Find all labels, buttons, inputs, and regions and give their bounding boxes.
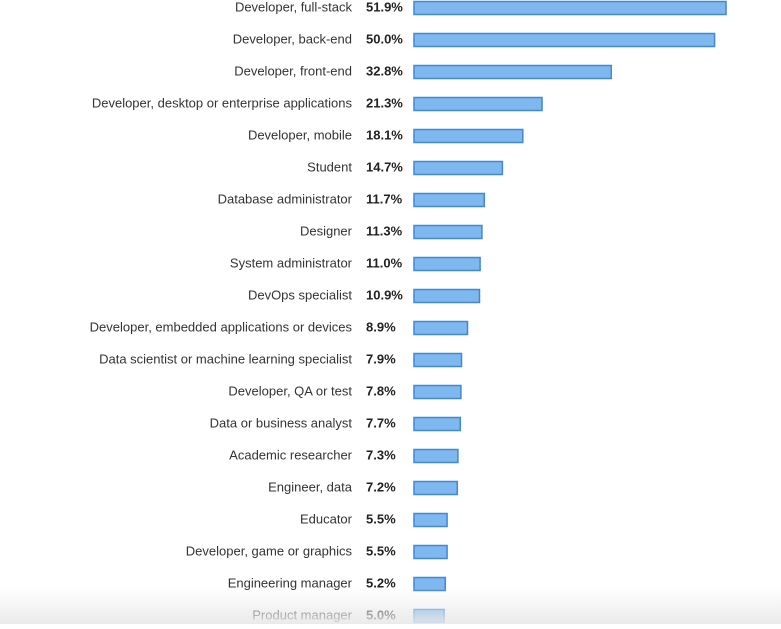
value-label: 8.9%	[366, 319, 396, 334]
category-label: Developer, mobile	[248, 127, 352, 142]
value-label: 7.9%	[366, 351, 396, 366]
value-label: 5.5%	[366, 543, 396, 558]
bar	[413, 480, 459, 496]
bar	[413, 576, 447, 592]
bar	[413, 544, 448, 560]
value-label: 18.1%	[366, 127, 403, 142]
category-label: System administrator	[230, 255, 353, 270]
category-label: Data scientist or machine learning speci…	[99, 351, 352, 366]
bar-row: Developer, mobile 18.1%	[248, 127, 524, 144]
bar	[413, 224, 483, 240]
category-label: Product manager	[252, 607, 352, 622]
category-label: Academic researcher	[229, 447, 352, 462]
bar-row: Engineering manager 5.2%	[228, 575, 447, 592]
value-label: 7.3%	[366, 447, 396, 462]
bar-row: System administrator 11.0%	[230, 255, 481, 272]
bar-row: Designer 11.3%	[300, 223, 483, 240]
category-label: Developer, desktop or enterprise applica…	[92, 95, 353, 110]
category-label: Engineering manager	[228, 575, 353, 590]
value-label: 50.0%	[366, 31, 403, 46]
value-label: 11.0%	[366, 255, 403, 270]
value-label: 10.9%	[366, 287, 403, 302]
bar	[413, 384, 462, 400]
category-label: Developer, game or graphics	[186, 543, 353, 558]
value-label: 21.3%	[366, 95, 403, 110]
bar-row: DevOps specialist 10.9%	[248, 287, 481, 304]
bar-row: Developer, desktop or enterprise applica…	[92, 95, 543, 112]
bar-row: Developer, QA or test 7.8%	[228, 383, 462, 400]
value-label: 51.9%	[366, 0, 403, 14]
bar-row: Academic researcher 7.3%	[229, 447, 459, 464]
bar	[413, 128, 524, 144]
bar	[413, 160, 504, 176]
bar	[413, 64, 612, 80]
bar-row: Developer, front-end 32.8%	[234, 63, 612, 80]
bar-row: Database administrator 11.7%	[218, 191, 486, 208]
bar	[413, 0, 727, 16]
category-label: Student	[307, 159, 352, 174]
value-label: 32.8%	[366, 63, 403, 78]
bar-row: Engineer, data 7.2%	[268, 479, 459, 496]
category-label: Engineer, data	[268, 479, 353, 494]
bar-row: Developer, game or graphics 5.5%	[186, 543, 448, 560]
bar-row: Product manager 5.0%	[252, 607, 445, 624]
category-label: Developer, QA or test	[228, 383, 352, 398]
bar	[413, 96, 543, 112]
value-label: 7.2%	[366, 479, 396, 494]
bar-row: Data or business analyst 7.7%	[210, 415, 462, 432]
bar-row: Data scientist or machine learning speci…	[99, 351, 463, 368]
value-label: 5.5%	[366, 511, 396, 526]
bar	[413, 448, 459, 464]
value-label: 14.7%	[366, 159, 403, 174]
category-label: Educator	[300, 511, 353, 526]
bar	[413, 32, 716, 48]
category-label: Developer, embedded applications or devi…	[90, 319, 353, 334]
bar-row: Developer, full-stack 51.9%	[235, 0, 727, 16]
category-label: Data or business analyst	[210, 415, 353, 430]
bar	[413, 416, 462, 432]
bar-row: Developer, embedded applications or devi…	[90, 319, 469, 336]
value-label: 5.2%	[366, 575, 396, 590]
value-label: 11.7%	[366, 191, 403, 206]
category-label: Developer, front-end	[234, 63, 352, 78]
category-label: Database administrator	[218, 191, 353, 206]
bar	[413, 256, 481, 272]
value-label: 7.7%	[366, 415, 396, 430]
category-label: Designer	[300, 223, 353, 238]
bar	[413, 288, 481, 304]
bar-row: Educator 5.5%	[300, 511, 448, 528]
value-label: 11.3%	[366, 223, 403, 238]
bar	[413, 608, 445, 624]
category-label: DevOps specialist	[248, 287, 352, 302]
bar-row: Developer, back-end 50.0%	[233, 31, 716, 48]
value-label: 5.0%	[366, 607, 396, 622]
bar	[413, 352, 463, 368]
category-label: Developer, back-end	[233, 31, 352, 46]
bar	[413, 512, 448, 528]
bar-row: Student 14.7%	[307, 159, 504, 176]
value-label: 7.8%	[366, 383, 396, 398]
category-label: Developer, full-stack	[235, 0, 353, 14]
bar	[413, 320, 469, 336]
bar	[413, 192, 486, 208]
